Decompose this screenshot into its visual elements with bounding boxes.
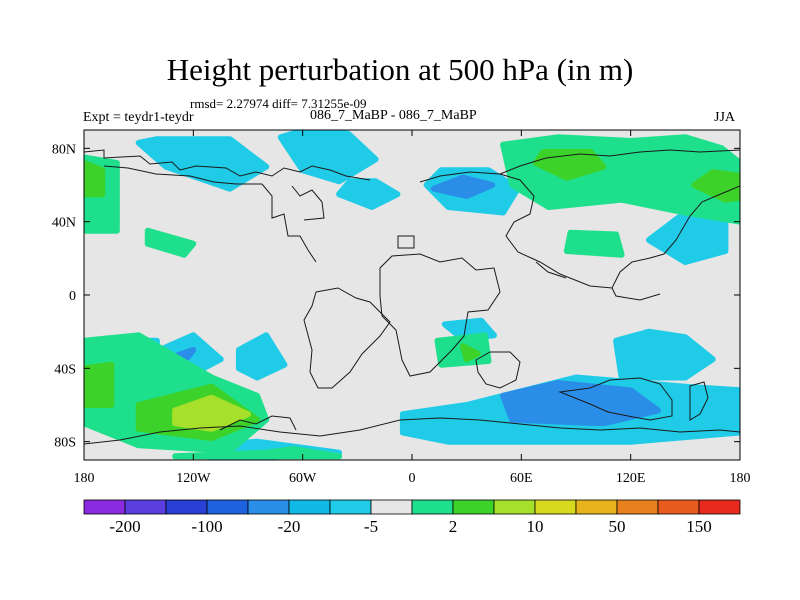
colorbar-swatch <box>247 499 290 515</box>
colorbar-swatch <box>575 499 618 515</box>
difference-label: 086_7_MaBP - 086_7_MaBP <box>310 108 477 123</box>
x-tick-label: 0 <box>409 471 416 486</box>
colorbar-swatch <box>288 499 331 515</box>
x-tick-label: 60E <box>510 471 533 486</box>
coastline-6 <box>303 287 391 389</box>
contour-region--5-2 <box>336 178 401 210</box>
season-label: JJA <box>714 110 736 125</box>
colorbar-label: 150 <box>686 517 712 536</box>
colorbar-label: 10 <box>527 517 544 536</box>
colorbar-swatch <box>329 499 372 515</box>
coastline-9 <box>535 261 567 279</box>
contour-region-10-26 <box>84 361 115 408</box>
coastline-2 <box>261 183 317 263</box>
contour-region--20-12 <box>430 174 496 199</box>
colorbar-label: -20 <box>278 517 301 536</box>
y-tick-label: 80N <box>52 142 76 157</box>
colorbar-label: 50 <box>609 517 626 536</box>
coastline-12 <box>558 377 673 421</box>
coastline-7 <box>419 171 740 289</box>
colorbar-label: 2 <box>449 517 458 536</box>
coastline-10 <box>611 287 661 301</box>
colorbar-swatch <box>698 499 741 515</box>
y-tick-label: 0 <box>69 289 76 304</box>
coastline-5 <box>379 253 501 377</box>
contour-region--5-0 <box>135 136 270 192</box>
colorbar-label: -5 <box>364 517 378 536</box>
colorbar-swatch <box>165 499 208 515</box>
x-tick-label: 120W <box>176 471 211 486</box>
y-axis: 80N 40N 0 40S 80S <box>52 142 740 451</box>
coastline-14 <box>84 417 740 445</box>
coastline-4 <box>397 235 415 249</box>
x-tick-label: 60W <box>289 471 317 486</box>
contour-region-2-21 <box>563 229 625 258</box>
contour-region--5-7 <box>235 332 288 381</box>
colorbar: -200 -100 -20 -5 2 10 50 150 <box>83 499 741 536</box>
contour-region-10-27 <box>460 343 481 363</box>
coastline-15 <box>219 415 297 431</box>
contour-region-2-16 <box>144 227 197 258</box>
contour-region-2-20 <box>172 446 343 460</box>
colorbar-swatch <box>452 499 495 515</box>
y-tick-label: 80S <box>54 436 76 451</box>
chart-title: Height perturbation at 500 hPa (in m) <box>166 52 634 87</box>
y-tick-label: 40S <box>54 362 76 377</box>
coastline-layer <box>84 149 740 445</box>
colorbar-swatch <box>616 499 659 515</box>
colorbar-swatch <box>206 499 249 515</box>
colorbar-swatch <box>411 499 454 515</box>
coastline-1 <box>103 165 262 185</box>
x-tick-label: 180 <box>74 471 95 486</box>
contour-region--20-14 <box>500 380 661 427</box>
coastline-0 <box>84 149 371 181</box>
contour-fill-layer <box>84 130 740 460</box>
coastline-11 <box>475 351 521 389</box>
coastline-3 <box>291 185 325 221</box>
contour-region-10-23 <box>691 169 740 203</box>
rmsd-line: rmsd= 2.27974 diff= 7.31255e-09 <box>190 96 367 111</box>
coastline-13 <box>689 381 709 421</box>
colorbar-swatch <box>657 499 700 515</box>
colorbar-label: -200 <box>109 517 140 536</box>
x-tick-label: 120E <box>616 471 646 486</box>
colorbar-swatch <box>83 499 126 515</box>
colorbar-swatch <box>534 499 577 515</box>
coastline-8 <box>499 149 740 175</box>
x-tick-label: 180 <box>730 471 751 486</box>
experiment-label: Expt = teydr1-teydr <box>83 110 194 125</box>
contour-region-10-24 <box>84 160 106 198</box>
y-tick-label: 40N <box>52 216 76 231</box>
colorbar-swatch <box>124 499 167 515</box>
contour-region-10-22 <box>532 149 607 181</box>
contour-region--5-9 <box>613 328 716 381</box>
colorbar-swatch <box>370 499 413 515</box>
colorbar-label: -100 <box>191 517 222 536</box>
contour-region-50-28 <box>172 394 251 432</box>
x-axis: 180 120W 60W 0 60E 120E 180 <box>74 130 751 486</box>
colorbar-swatch <box>493 499 536 515</box>
